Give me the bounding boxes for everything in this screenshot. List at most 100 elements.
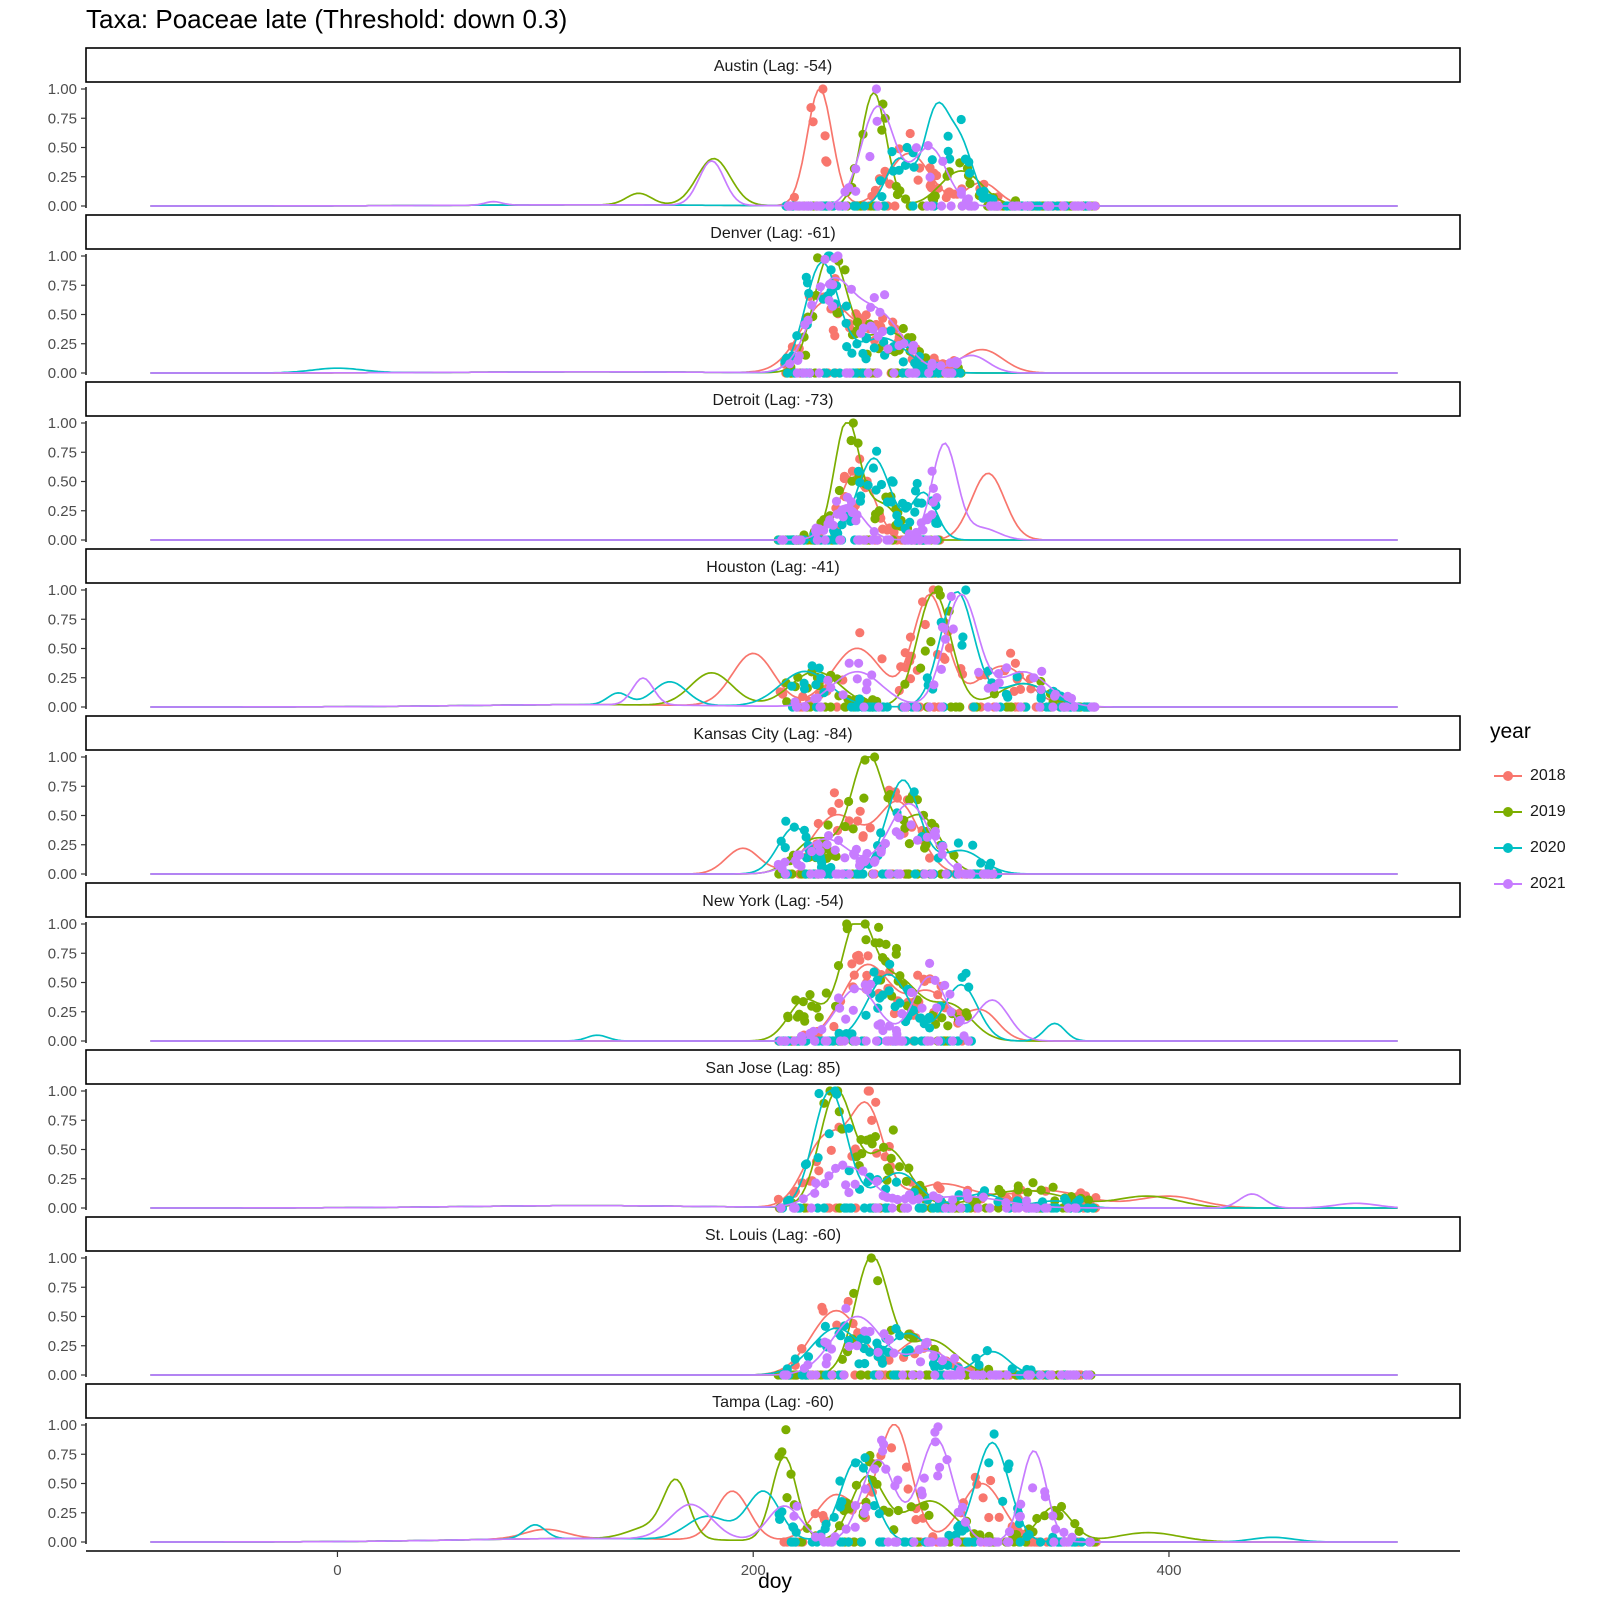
series-2019 — [150, 919, 1398, 1046]
data-point-2021 — [895, 830, 905, 840]
legend-label: 2021 — [1530, 875, 1566, 892]
data-point-2021 — [892, 1537, 902, 1547]
data-point-2021 — [879, 1329, 889, 1339]
data-point-2019 — [901, 1176, 912, 1186]
data-point-2020 — [890, 1001, 900, 1012]
data-point-2020 — [847, 1029, 857, 1039]
data-point-2019 — [797, 1537, 807, 1547]
facet-strip — [85, 214, 1461, 250]
y-tick-label: 0.25 — [48, 1338, 77, 1355]
series-2019 — [150, 1425, 1398, 1547]
data-point-2019 — [847, 476, 857, 486]
data-point-2021 — [936, 664, 947, 675]
density-line-2019 — [150, 1257, 1398, 1376]
data-point-2021 — [835, 535, 845, 545]
data-point-2021 — [937, 702, 947, 712]
data-point-2020 — [879, 201, 890, 211]
y-tick-label: 1.00 — [48, 81, 77, 98]
data-point-2021 — [833, 869, 843, 879]
data-point-2021 — [948, 1370, 958, 1380]
data-point-2019 — [1011, 1530, 1022, 1540]
y-tick-label: 0.00 — [48, 198, 77, 215]
data-point-2021 — [849, 1036, 859, 1046]
data-point-2019 — [926, 637, 936, 647]
data-point-2020 — [821, 368, 831, 378]
facet-3: Houston (Lag: -41) 0.00 0.25 0.50 0.75 1.00 — [48, 548, 1461, 716]
data-point-2018 — [1015, 684, 1026, 695]
data-point-2021 — [859, 702, 869, 712]
data-point-2020 — [847, 348, 857, 358]
data-point-2021 — [952, 357, 962, 368]
data-point-2019 — [851, 1480, 862, 1490]
legend-key — [1490, 766, 1526, 786]
data-point-2020 — [979, 186, 989, 196]
data-point-2021 — [859, 1508, 869, 1518]
data-point-2020 — [813, 1203, 823, 1213]
data-point-2021 — [813, 869, 824, 879]
data-point-2019 — [870, 752, 880, 762]
data-point-2020 — [1001, 689, 1012, 699]
data-point-2021 — [863, 368, 873, 378]
data-point-2021 — [891, 1025, 902, 1036]
legend-title: year — [1490, 720, 1531, 743]
data-point-2021 — [861, 685, 872, 695]
data-point-2021 — [941, 869, 951, 879]
data-point-2021 — [835, 1003, 845, 1013]
data-point-2020 — [1036, 694, 1046, 704]
data-point-2019 — [920, 843, 930, 853]
facet-8: Tampa (Lag: -60) 0.00 0.25 0.50 0.75 1.00 — [48, 1383, 1461, 1551]
y-tick-label: 0.75 — [48, 778, 77, 795]
data-point-2019 — [943, 1021, 953, 1031]
data-point-2021 — [898, 1036, 908, 1046]
data-point-2020 — [869, 343, 879, 353]
legend: year 2018 2019 2020 2021 — [1490, 720, 1566, 902]
data-point-2021 — [1002, 663, 1012, 673]
data-point-2021 — [1062, 702, 1072, 712]
data-point-2021 — [874, 702, 884, 712]
data-point-2020 — [853, 466, 864, 476]
facet-title: Kansas City (Lag: -84) — [693, 726, 852, 743]
data-point-2018 — [933, 1181, 943, 1191]
legend-key — [1490, 874, 1526, 894]
data-point-2021 — [895, 869, 905, 879]
data-point-2019 — [849, 1288, 859, 1298]
density-line-2021 — [150, 1315, 1398, 1376]
y-tick-label: 1.00 — [48, 415, 77, 432]
data-point-2020 — [813, 1153, 823, 1163]
data-point-2020 — [872, 446, 882, 456]
density-line-2020 — [150, 779, 1398, 875]
data-point-2019 — [781, 1425, 791, 1435]
data-point-2021 — [844, 1187, 854, 1198]
data-point-2021 — [950, 1353, 960, 1363]
data-point-2018 — [853, 950, 864, 960]
data-point-2019 — [793, 672, 803, 682]
data-point-2018 — [790, 1360, 800, 1370]
data-point-2020 — [885, 959, 895, 969]
data-point-2021 — [827, 1370, 837, 1380]
data-point-2018 — [871, 1097, 881, 1107]
data-point-2019 — [821, 988, 831, 998]
y-tick-label: 0.50 — [48, 140, 77, 157]
y-tick-label: 0.00 — [48, 1534, 77, 1551]
y-tick-label: 0.25 — [48, 336, 77, 353]
data-point-2020 — [905, 517, 915, 527]
data-point-2019 — [840, 702, 850, 712]
data-point-2021 — [854, 658, 864, 668]
data-point-2020 — [836, 1331, 846, 1341]
data-point-2020 — [953, 838, 964, 848]
data-point-2020 — [820, 1321, 831, 1331]
facet-title: San Jose (Lag: 85) — [705, 1060, 840, 1077]
data-point-2021 — [927, 869, 937, 879]
y-tick-label: 0.50 — [48, 1142, 77, 1159]
data-point-2019 — [921, 1370, 932, 1380]
data-point-2018 — [933, 183, 943, 193]
data-point-2021 — [838, 512, 848, 522]
data-point-2021 — [903, 1203, 913, 1213]
data-point-2021 — [823, 675, 833, 686]
y-tick-label: 0.50 — [48, 1476, 77, 1493]
y-tick-label: 0.50 — [48, 474, 77, 491]
data-point-2021 — [807, 846, 817, 857]
data-point-2021 — [897, 1009, 907, 1019]
data-point-2020 — [863, 1177, 873, 1187]
data-point-2020 — [839, 1203, 850, 1213]
